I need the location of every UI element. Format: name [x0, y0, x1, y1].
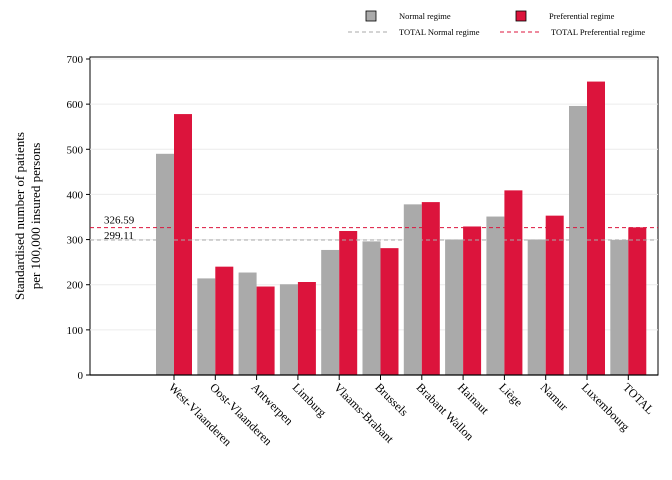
bar-normal	[610, 240, 629, 375]
bar-normal	[445, 239, 464, 375]
x-tick-label: Hainaut	[455, 380, 492, 417]
bar-preferential	[339, 230, 358, 375]
y-axis-title-line: Standardised number of patients	[12, 132, 27, 300]
bar-preferential	[215, 266, 234, 375]
y-tick-label: 300	[67, 235, 84, 247]
bar-preferential	[463, 226, 482, 375]
legend-label: TOTAL Preferential regime	[551, 27, 645, 37]
bars	[90, 81, 658, 376]
bar-normal	[569, 105, 587, 375]
bar-preferential	[504, 190, 523, 375]
bar-preferential	[545, 215, 564, 375]
y-axis-title-line: per 100,000 insured persons	[28, 143, 43, 290]
bar-preferential	[380, 248, 399, 375]
x-tick-label: Liège	[496, 380, 525, 409]
bar-normal	[279, 284, 298, 375]
x-tick-label: Brussels	[372, 380, 411, 419]
bar-normal	[197, 278, 216, 375]
bar-preferential	[421, 202, 440, 375]
y-tick-label: 400	[67, 189, 84, 201]
bar-normal	[238, 272, 257, 375]
y-axis-title: Standardised number of patientsper 100,0…	[12, 132, 43, 300]
x-tick-label: TOTAL	[620, 380, 657, 417]
y-tick-label: 200	[67, 280, 84, 292]
bar-preferential	[587, 81, 605, 376]
y-axis-label: Standardised number of patientsper 100,0…	[12, 132, 43, 300]
y-tick-label: 0	[78, 370, 84, 382]
y-tick-label: 500	[67, 144, 84, 156]
x-tick-label: Limburg	[290, 380, 329, 419]
y-tick-label: 100	[67, 325, 84, 337]
legend-label: TOTAL Normal regime	[399, 27, 480, 37]
bar-preferential	[174, 114, 192, 376]
bar-normal	[362, 241, 381, 375]
reference-line-label: 326.59	[104, 215, 135, 227]
bar-preferential	[628, 227, 647, 375]
legend-swatch	[365, 10, 377, 22]
legend-label: Preferential regime	[549, 11, 615, 21]
bar-normal	[527, 239, 546, 375]
legend: Normal regime Preferential regime TOTAL No…	[348, 10, 645, 37]
bar-normal	[486, 216, 505, 375]
y-axis: 0 100 200 300 400 500 600 700	[67, 54, 90, 382]
bar-preferential	[256, 286, 275, 375]
y-tick-label: 700	[67, 54, 84, 66]
legend-swatch	[515, 10, 527, 22]
reference-lines: 299.11 326.59	[90, 215, 658, 242]
bar-normal	[321, 249, 340, 375]
legend-label: Normal regime	[399, 11, 451, 21]
bar-normal	[403, 204, 422, 375]
x-axis: West-VlaanderenOost-VlaanderenAntwerpenL…	[166, 375, 657, 449]
y-tick-label: 600	[67, 99, 84, 111]
reference-line-label: 299.11	[104, 230, 134, 242]
bar-normal	[156, 153, 174, 375]
x-tick-label: Namur	[538, 380, 571, 413]
bar-preferential	[297, 282, 316, 375]
